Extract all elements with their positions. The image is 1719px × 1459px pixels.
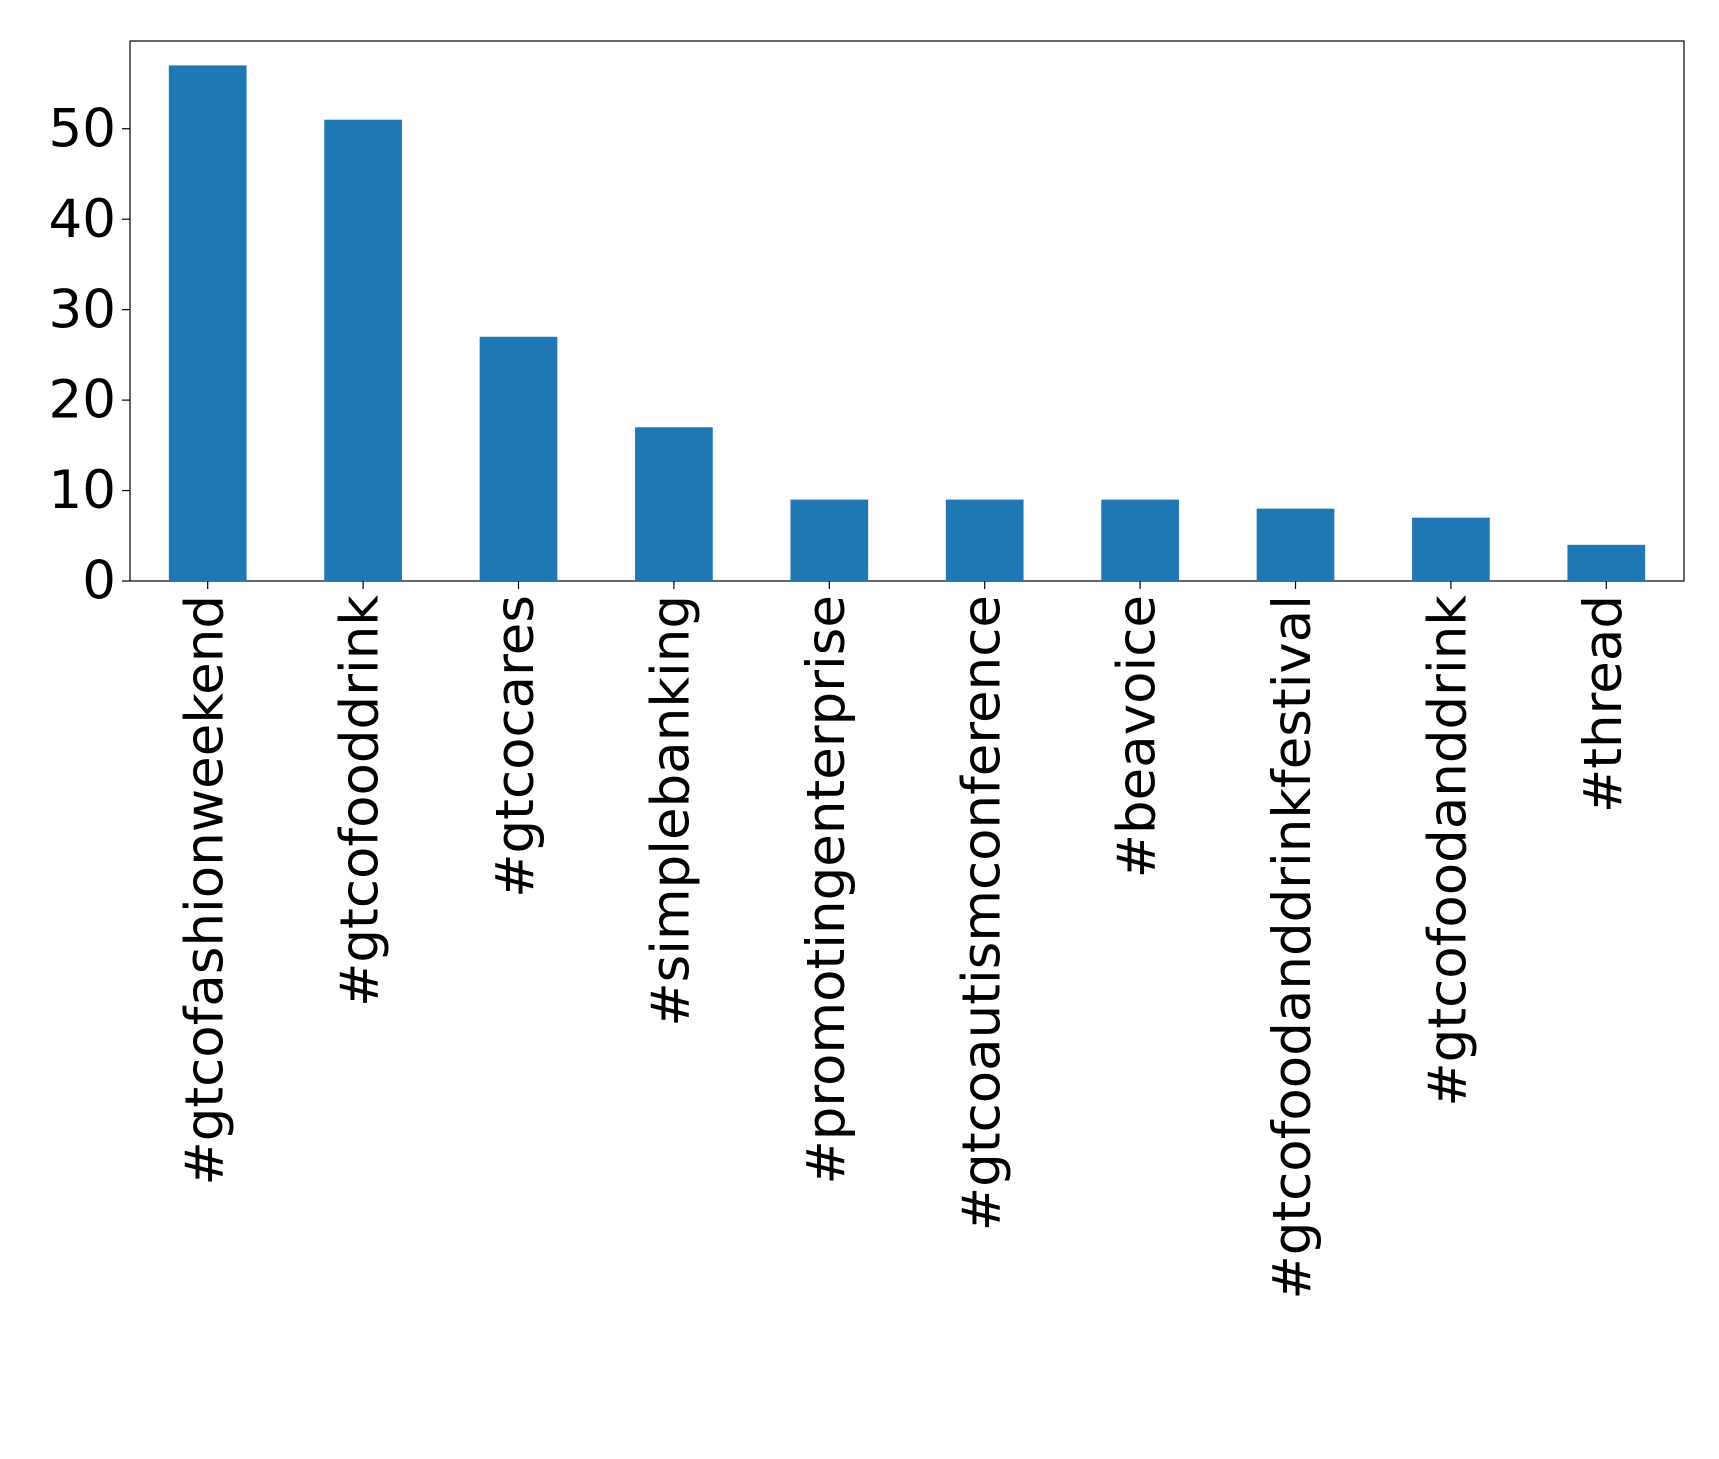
x-tick-label: #beavoice: [1107, 595, 1168, 878]
bar: [324, 119, 402, 581]
y-tick-label: 20: [49, 370, 116, 431]
x-tick-label: #gtcoautismconference: [951, 595, 1012, 1231]
bar: [1101, 499, 1179, 581]
y-tick-label: 0: [82, 551, 116, 612]
x-tick-label: #thread: [1573, 595, 1634, 813]
bar: [635, 427, 713, 581]
x-tick-label: #gtcocares: [485, 595, 546, 898]
bar: [790, 499, 869, 581]
x-tick-label: #gtcofoodanddrinkfestival: [1262, 595, 1323, 1300]
plot-frame: [129, 40, 1685, 582]
bar: [945, 499, 1024, 581]
x-tick-label: #gtcofashionweekend: [174, 595, 235, 1186]
x-tick-label: #promotingenterprise: [796, 595, 857, 1185]
y-tick-label: 10: [49, 460, 116, 521]
bar: [1567, 544, 1646, 581]
bar: [168, 65, 247, 581]
bar: [1256, 508, 1335, 581]
x-tick-label: #gtcofoodanddrink: [1418, 595, 1479, 1107]
y-tick-label: 30: [49, 279, 116, 340]
y-tick-label: 40: [49, 189, 116, 250]
x-tick-label: #simplebanking: [641, 595, 702, 1027]
y-tick-label: 50: [49, 98, 116, 159]
bar: [1412, 517, 1490, 581]
bar: [479, 336, 558, 581]
x-tick-label: #gtcofooddrink: [330, 595, 391, 1007]
